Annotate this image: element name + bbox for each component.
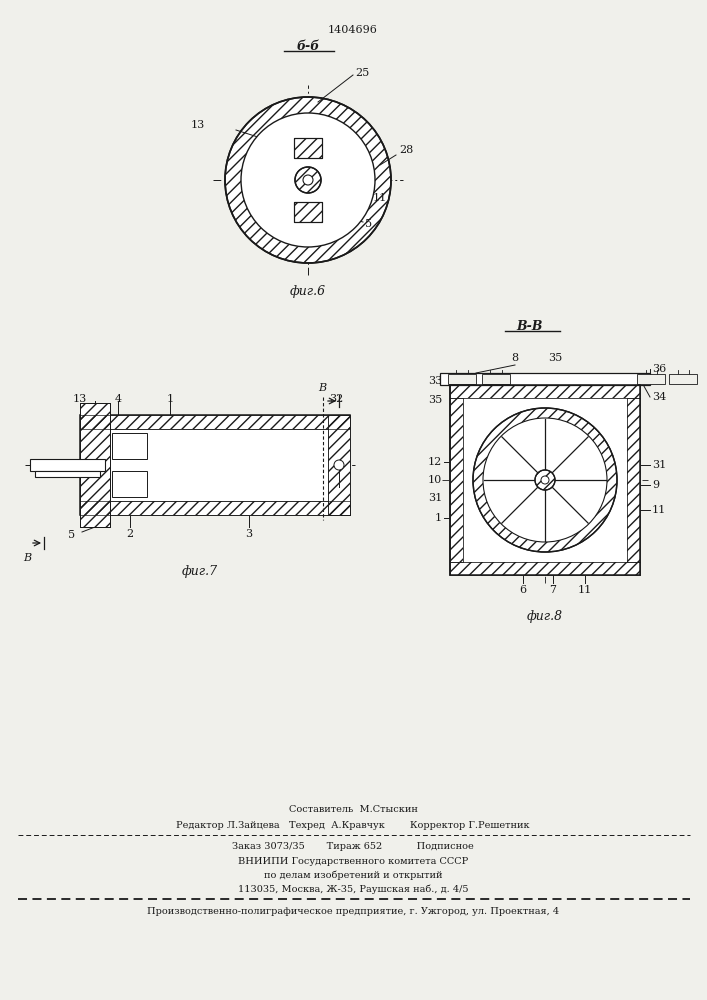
Bar xyxy=(440,373,650,385)
Text: 28: 28 xyxy=(399,145,414,155)
Text: 36: 36 xyxy=(652,364,666,374)
Bar xyxy=(80,501,350,515)
Bar xyxy=(450,562,640,575)
Circle shape xyxy=(295,167,321,193)
Bar xyxy=(80,501,350,515)
Text: 1404696: 1404696 xyxy=(328,25,378,35)
Bar xyxy=(450,385,640,398)
Bar xyxy=(627,398,640,562)
Circle shape xyxy=(334,460,344,470)
Text: б-б: б-б xyxy=(296,40,320,53)
Text: В: В xyxy=(23,553,31,563)
Text: 4: 4 xyxy=(115,394,122,404)
Text: 1: 1 xyxy=(435,513,442,523)
Bar xyxy=(30,459,105,471)
Text: Составитель  М.Стыскин: Составитель М.Стыскин xyxy=(288,805,417,814)
Text: 5: 5 xyxy=(68,530,75,540)
Text: 13: 13 xyxy=(73,394,87,404)
Bar xyxy=(328,415,350,515)
Text: фиг.6: фиг.6 xyxy=(290,285,326,298)
Text: 1: 1 xyxy=(166,394,173,404)
Bar xyxy=(448,374,476,384)
Circle shape xyxy=(535,470,555,490)
Text: 33: 33 xyxy=(428,376,442,386)
Text: 2: 2 xyxy=(127,529,134,539)
Circle shape xyxy=(473,408,617,552)
Bar xyxy=(294,138,322,158)
Bar xyxy=(482,374,510,384)
Bar xyxy=(328,415,350,515)
Text: по делам изобретений и открытий: по делам изобретений и открытий xyxy=(264,871,443,880)
Text: 11: 11 xyxy=(578,585,592,595)
Text: 35: 35 xyxy=(428,395,442,405)
Bar xyxy=(294,202,322,222)
Bar xyxy=(450,398,463,562)
Text: Производственно-полиграфическое предприятие, г. Ужгород, ул. Проектная, 4: Производственно-полиграфическое предприя… xyxy=(147,907,559,916)
Bar xyxy=(112,471,147,497)
Bar xyxy=(450,385,640,575)
Text: В: В xyxy=(318,383,326,393)
Text: В-В: В-В xyxy=(517,320,543,333)
Bar xyxy=(450,562,640,575)
Text: 10: 10 xyxy=(428,475,442,485)
Text: 12: 12 xyxy=(428,457,442,467)
Bar xyxy=(80,415,350,429)
Text: 8: 8 xyxy=(511,353,518,363)
Bar xyxy=(450,562,640,575)
Bar xyxy=(627,398,640,562)
Bar xyxy=(294,202,322,222)
Text: Редактор Л.Зайцева   Техред  А.Кравчук        Корректор Г.Решетник: Редактор Л.Зайцева Техред А.Кравчук Корр… xyxy=(176,821,530,830)
Bar xyxy=(294,202,322,222)
Bar xyxy=(80,415,350,515)
Bar xyxy=(80,415,350,429)
Bar xyxy=(35,471,100,477)
Text: 31: 31 xyxy=(652,460,666,470)
Text: Заказ 3073/35       Тираж 652           Подписное: Заказ 3073/35 Тираж 652 Подписное xyxy=(232,842,474,851)
Text: 11: 11 xyxy=(652,505,666,515)
Bar xyxy=(670,374,697,384)
Text: фиг.7: фиг.7 xyxy=(182,565,218,578)
Bar xyxy=(80,415,350,429)
Circle shape xyxy=(541,476,549,484)
Bar xyxy=(450,385,640,398)
Circle shape xyxy=(241,113,375,247)
Bar xyxy=(80,403,110,527)
Bar xyxy=(450,398,463,562)
Text: 11: 11 xyxy=(373,193,387,203)
Text: 9: 9 xyxy=(652,480,659,490)
Text: 13: 13 xyxy=(191,120,205,130)
Bar xyxy=(450,385,640,575)
Bar xyxy=(80,501,350,515)
Text: 35: 35 xyxy=(548,353,562,363)
Text: 3: 3 xyxy=(245,529,252,539)
Bar xyxy=(294,138,322,158)
Bar xyxy=(450,385,640,398)
Bar xyxy=(637,374,665,384)
Bar xyxy=(294,138,322,158)
Text: 32: 32 xyxy=(329,394,344,404)
Circle shape xyxy=(303,175,313,185)
Text: 6: 6 xyxy=(520,585,527,595)
Bar xyxy=(80,403,110,527)
Text: фиг.8: фиг.8 xyxy=(527,610,563,623)
Text: 7: 7 xyxy=(549,585,556,595)
Text: ВНИИПИ Государственного комитета СССР: ВНИИПИ Государственного комитета СССР xyxy=(238,857,468,866)
Circle shape xyxy=(225,97,391,263)
Text: 25: 25 xyxy=(355,68,369,78)
Bar xyxy=(627,398,640,562)
Bar xyxy=(80,403,110,527)
Text: 5: 5 xyxy=(365,219,372,229)
Bar xyxy=(450,398,463,562)
Text: 34: 34 xyxy=(652,392,666,402)
Text: 31: 31 xyxy=(428,493,442,503)
Text: 113035, Москва, Ж-35, Раушская наб., д. 4/5: 113035, Москва, Ж-35, Раушская наб., д. … xyxy=(238,885,468,894)
Bar xyxy=(112,433,147,459)
Bar xyxy=(328,415,350,515)
